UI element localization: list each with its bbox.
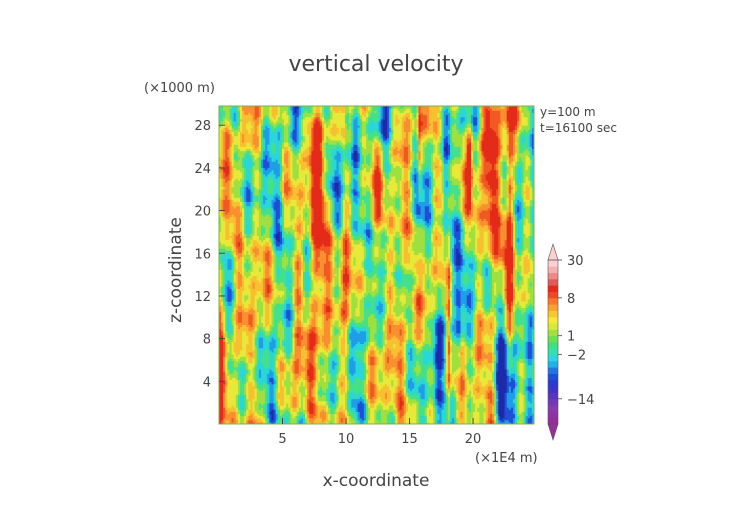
colorbar-segment [548, 405, 558, 412]
colorbar-segment [548, 329, 558, 336]
colorbar-segment [548, 317, 558, 324]
colorbar-segment [548, 304, 558, 311]
y-tick-label: 20 [194, 205, 211, 220]
colorbar-segment [548, 298, 558, 305]
colorbar-bottom-arrow [548, 424, 558, 440]
colorbar-tick-label: 30 [567, 254, 584, 269]
colorbar-segment [548, 367, 558, 374]
colorbar-segment [548, 411, 558, 418]
colorbar-segment [548, 292, 558, 299]
colorbar-segment [548, 285, 558, 292]
chart-title: vertical velocity [288, 52, 463, 77]
y-tick-label: 16 [194, 247, 211, 262]
colorbar-segment [548, 336, 558, 343]
y-axis-label: z-coordinate [166, 217, 186, 323]
y-tick-label: 4 [203, 375, 211, 390]
colorbar-top-arrow [548, 244, 558, 260]
colorbar-segment [548, 392, 558, 399]
annotation-time: t=16100 sec [540, 121, 617, 135]
x-unit-label: (×1E4 m) [475, 451, 538, 466]
colorbar-segment [548, 399, 558, 406]
colorbar-tick-label: −14 [567, 393, 594, 408]
annotation-y-position: y=100 m [540, 105, 596, 119]
colorbar-segment [548, 273, 558, 280]
colorbar-segment [548, 348, 558, 355]
x-tick-label: 10 [338, 432, 355, 447]
colorbar-segment [548, 386, 558, 393]
colorbar-tick-label: 1 [567, 330, 575, 345]
y-tick-label: 12 [194, 290, 211, 305]
colorbar-segment [548, 279, 558, 286]
y-tick-label: 8 [203, 333, 211, 348]
x-tick-label: 15 [401, 432, 418, 447]
colorbar-segment [548, 310, 558, 317]
colorbar-segment [548, 361, 558, 368]
y-tick-label: 24 [194, 162, 211, 177]
colorbar-segment [548, 342, 558, 349]
chart-svg: vertical velocity (×1000 m) 4 8 12 16 20 24 28… [0, 0, 752, 532]
heatmap-field [219, 106, 535, 425]
colorbar-segment [548, 380, 558, 387]
y-unit-label: (×1000 m) [144, 81, 215, 96]
colorbar-segment [548, 323, 558, 330]
x-tick-label: 5 [278, 432, 286, 447]
colorbar-segment [548, 355, 558, 362]
colorbar [548, 244, 558, 440]
colorbar-segment [548, 374, 558, 381]
colorbar-segment [548, 260, 558, 267]
colorbar-segment [548, 266, 558, 273]
colorbar-tick-label: −2 [567, 349, 586, 364]
colorbar-segment [548, 418, 558, 425]
x-tick-label: 20 [465, 432, 482, 447]
colorbar-tick-label: 8 [567, 292, 575, 307]
x-axis-label: x-coordinate [323, 471, 430, 491]
y-tick-label: 28 [194, 119, 211, 134]
